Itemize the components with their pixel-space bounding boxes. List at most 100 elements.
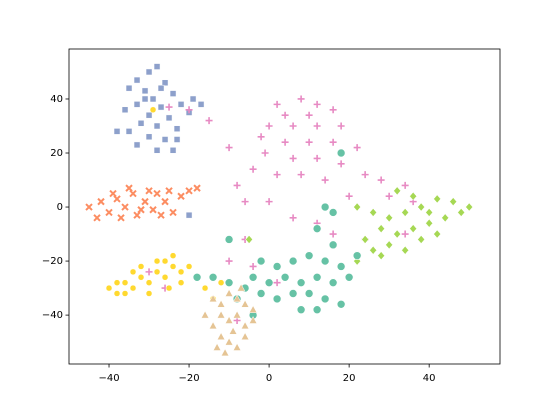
point xyxy=(208,294,218,303)
point xyxy=(85,203,93,211)
point xyxy=(145,268,153,276)
point xyxy=(217,279,225,286)
point xyxy=(145,111,153,119)
point xyxy=(173,125,181,132)
point xyxy=(401,208,409,217)
point xyxy=(201,284,209,292)
plot-area xyxy=(69,49,500,364)
point xyxy=(465,202,474,212)
point xyxy=(121,279,129,286)
point xyxy=(153,257,161,265)
point xyxy=(281,111,289,119)
point xyxy=(393,229,401,239)
point xyxy=(457,208,466,217)
point xyxy=(200,310,210,319)
point xyxy=(165,114,173,122)
point xyxy=(329,106,337,114)
point xyxy=(336,299,346,309)
point xyxy=(216,299,226,308)
point xyxy=(169,252,177,259)
y-tick-label: 0 xyxy=(57,202,63,213)
point xyxy=(289,154,297,162)
point xyxy=(280,272,290,282)
point xyxy=(161,136,169,143)
point xyxy=(273,171,281,179)
point xyxy=(113,290,121,297)
point xyxy=(393,186,401,196)
point xyxy=(449,197,458,207)
point xyxy=(121,106,129,114)
point xyxy=(377,251,385,261)
point xyxy=(313,100,321,108)
point xyxy=(216,332,226,340)
point xyxy=(328,278,338,287)
points xyxy=(85,63,474,357)
point xyxy=(125,84,133,92)
point xyxy=(305,111,313,119)
point xyxy=(320,294,330,304)
point xyxy=(401,181,409,189)
point xyxy=(165,284,173,292)
point xyxy=(336,262,346,271)
point xyxy=(193,184,201,192)
point xyxy=(256,256,266,266)
point xyxy=(153,63,161,70)
y-tick-label: 40 xyxy=(50,94,63,105)
point xyxy=(296,305,306,314)
point xyxy=(113,279,121,286)
point xyxy=(320,202,330,212)
point xyxy=(224,315,234,324)
point xyxy=(117,214,125,222)
point xyxy=(157,84,165,92)
point xyxy=(329,138,337,146)
point xyxy=(224,288,234,297)
x-tick-label: −40 xyxy=(98,373,119,384)
point xyxy=(320,256,330,266)
point xyxy=(305,138,313,146)
y-tick-label: −40 xyxy=(42,310,63,321)
point xyxy=(121,203,129,211)
point xyxy=(169,208,177,217)
point xyxy=(125,128,133,135)
point xyxy=(304,251,314,260)
point xyxy=(224,337,234,346)
point xyxy=(337,122,345,130)
point xyxy=(288,256,298,266)
y-tick-label: 20 xyxy=(50,148,63,159)
point xyxy=(297,95,305,103)
point xyxy=(157,211,165,219)
point xyxy=(241,198,249,206)
point xyxy=(232,294,242,303)
point xyxy=(328,240,338,250)
point xyxy=(240,321,250,330)
point xyxy=(337,160,345,168)
point xyxy=(233,181,241,189)
point xyxy=(248,305,258,313)
point xyxy=(216,310,226,319)
point xyxy=(249,262,257,270)
point xyxy=(141,95,149,103)
point xyxy=(417,202,425,212)
point xyxy=(185,211,193,219)
point xyxy=(197,101,205,108)
point xyxy=(225,144,233,152)
point xyxy=(173,136,181,143)
point xyxy=(369,208,377,217)
point xyxy=(129,268,137,276)
point xyxy=(177,192,185,200)
point xyxy=(249,165,257,173)
point xyxy=(361,235,369,244)
point xyxy=(169,90,177,97)
point xyxy=(153,268,161,276)
point xyxy=(409,191,417,201)
point xyxy=(153,122,161,130)
point xyxy=(97,197,105,206)
point xyxy=(273,279,281,287)
point xyxy=(121,290,129,297)
point xyxy=(93,214,101,222)
point xyxy=(281,138,289,146)
point xyxy=(441,213,450,223)
point xyxy=(264,278,274,287)
point xyxy=(261,149,269,157)
